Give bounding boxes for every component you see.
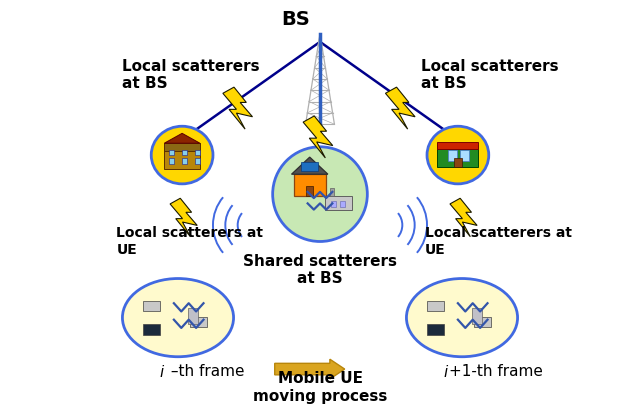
Bar	[169, 150, 174, 155]
Text: Shared scatterers
at BS: Shared scatterers at BS	[243, 254, 397, 287]
Polygon shape	[450, 198, 477, 237]
Text: Local scatterers
at BS: Local scatterers at BS	[421, 59, 559, 91]
Bar	[427, 325, 444, 335]
Bar	[340, 201, 345, 207]
Bar	[195, 159, 200, 164]
Polygon shape	[303, 116, 333, 158]
Text: Local scatterers at
UE: Local scatterers at UE	[425, 226, 572, 256]
Ellipse shape	[427, 126, 489, 184]
Ellipse shape	[151, 126, 213, 184]
Bar	[474, 317, 491, 327]
Bar	[437, 142, 479, 149]
Bar	[301, 162, 318, 171]
Text: BS: BS	[281, 10, 310, 29]
Bar	[143, 325, 160, 335]
Bar	[164, 143, 200, 151]
Ellipse shape	[273, 147, 367, 242]
Bar	[182, 159, 187, 164]
Ellipse shape	[406, 278, 518, 357]
Bar	[330, 188, 334, 197]
Polygon shape	[170, 198, 197, 237]
Bar	[164, 143, 200, 169]
Text: $i$: $i$	[159, 364, 166, 380]
Bar	[188, 308, 198, 324]
Text: Local scatterers
at BS: Local scatterers at BS	[122, 59, 260, 91]
Bar	[437, 145, 479, 167]
Bar	[472, 308, 482, 324]
Ellipse shape	[122, 278, 234, 357]
Bar	[331, 201, 336, 207]
Text: Local scatterers at
UE: Local scatterers at UE	[116, 226, 263, 256]
Bar	[427, 301, 444, 311]
Bar	[294, 174, 326, 196]
Polygon shape	[223, 87, 253, 129]
Bar	[190, 317, 207, 327]
Bar	[460, 150, 469, 161]
Text: Mobile UE
moving process: Mobile UE moving process	[253, 371, 387, 404]
Bar	[195, 150, 200, 155]
Bar	[306, 186, 314, 196]
Bar	[325, 197, 352, 210]
Bar	[169, 159, 174, 164]
FancyArrow shape	[275, 359, 345, 379]
Bar	[143, 301, 160, 311]
Bar	[454, 158, 461, 167]
Text: $i$: $i$	[443, 364, 449, 380]
Bar	[182, 150, 187, 155]
Polygon shape	[164, 133, 200, 143]
Text: +1-th frame: +1-th frame	[449, 364, 543, 380]
Polygon shape	[291, 157, 328, 174]
Polygon shape	[385, 87, 415, 129]
Bar	[447, 150, 457, 161]
Text: –th frame: –th frame	[166, 364, 244, 380]
